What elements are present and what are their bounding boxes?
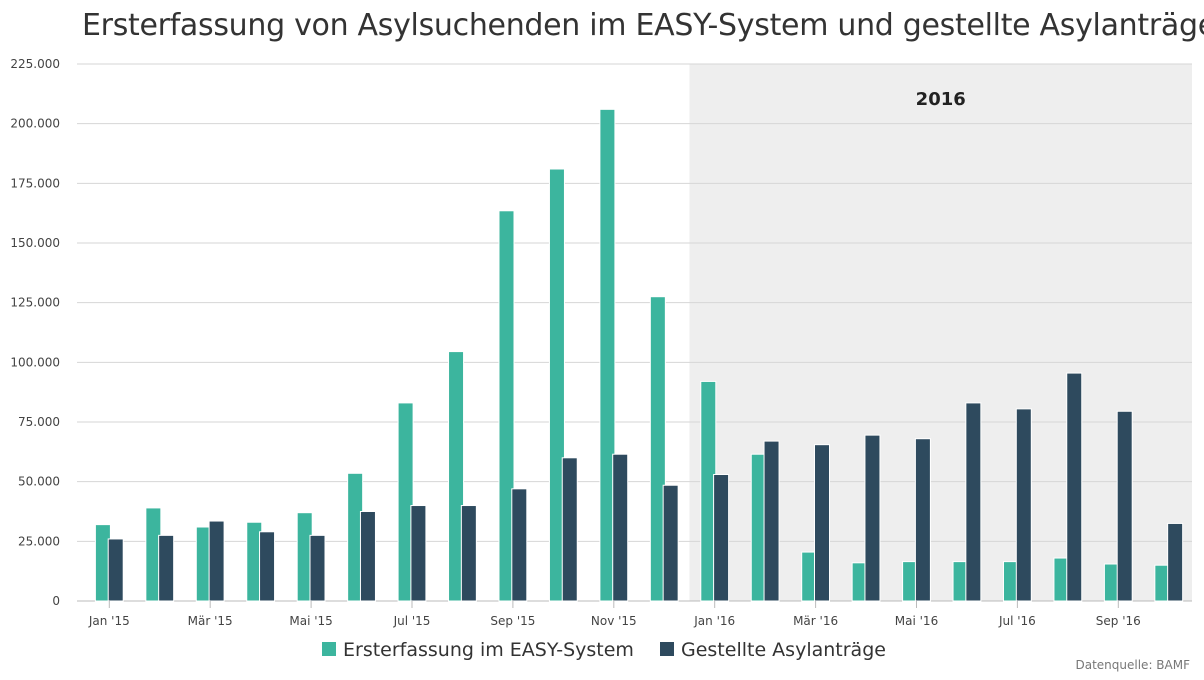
y-tick-label: 0 (52, 594, 60, 608)
bar-asylantraege (410, 505, 427, 602)
y-tick-label: 200.000 (10, 117, 60, 131)
x-tick-label: Nov '15 (591, 614, 637, 628)
bar-asylantraege (914, 438, 931, 602)
bar-asylantraege (460, 505, 477, 602)
bar-asylantraege (309, 534, 326, 602)
bar-asylantraege (763, 440, 780, 602)
legend: Ersterfassung im EASY-System Gestellte As… (322, 639, 886, 661)
y-tick-label: 25.000 (18, 534, 60, 548)
y-tick-label: 150.000 (10, 236, 60, 250)
chart-title: Ersterfassung von Asylsuchenden im EASY-… (82, 8, 1204, 43)
x-tick-label: Sep '15 (490, 614, 535, 628)
y-tick-label: 75.000 (18, 415, 60, 429)
x-tick-label: Jan '15 (88, 614, 130, 628)
bar-asylantraege (662, 484, 679, 602)
y-tick-label: 50.000 (18, 475, 60, 489)
legend-swatch (660, 642, 674, 656)
bar-ersterfassung (599, 108, 616, 602)
y-axis-labels: 0 25.000 50.000 75.000 100.000 125.000 150.000… (10, 57, 60, 608)
x-tick-label: Jul '15 (393, 614, 431, 628)
y-tick-label: 225.000 (10, 57, 60, 71)
bar-asylantraege (1116, 410, 1133, 602)
x-tick-label: Jan '16 (693, 614, 735, 628)
bar-asylantraege (158, 534, 175, 602)
bars (94, 108, 1184, 602)
data-source: Datenquelle: BAMF (1075, 658, 1191, 672)
bar-asylantraege (864, 434, 881, 602)
bar-asylantraege (1066, 372, 1083, 602)
bar-ersterfassung (649, 296, 666, 602)
bar-asylantraege (612, 453, 629, 602)
x-tick-label: Jul '16 (998, 614, 1036, 628)
y-tick-label: 100.000 (10, 355, 60, 369)
bar-ersterfassung (548, 168, 565, 602)
bar-asylantraege (208, 520, 225, 602)
bar-asylantraege (1167, 522, 1184, 602)
bar-ersterfassung (498, 210, 515, 602)
bar-asylantraege (561, 457, 578, 602)
legend-label: Ersterfassung im EASY-System (343, 639, 634, 661)
x-axis: Jan '15 Mär '15 Mai '15 Jul '15 Sep '15 Nov '… (88, 601, 1141, 628)
y-tick-label: 125.000 (10, 296, 60, 310)
legend-swatch (322, 642, 336, 656)
x-tick-label: Mär '15 (188, 614, 233, 628)
bar-asylantraege (965, 402, 982, 602)
bar-asylantraege (1015, 408, 1032, 602)
grid-lines (77, 63, 1192, 602)
bar-asylantraege (107, 538, 124, 602)
bar-asylantraege (713, 474, 730, 602)
shaded-region-label: 2016 (916, 89, 966, 110)
bar-asylantraege (359, 511, 376, 602)
legend-label: Gestellte Asylanträge (681, 639, 886, 661)
bar-ersterfassung (448, 351, 465, 602)
x-tick-label: Mai '16 (895, 614, 938, 628)
bar-asylantraege (259, 531, 276, 602)
bar-asylantraege (511, 488, 528, 602)
x-tick-label: Mai '15 (289, 614, 332, 628)
x-tick-label: Sep '16 (1096, 614, 1141, 628)
bar-ersterfassung (397, 402, 414, 602)
bar-asylantraege (814, 444, 830, 602)
x-tick-label: Mär '16 (793, 614, 838, 628)
y-tick-label: 175.000 (10, 176, 60, 190)
